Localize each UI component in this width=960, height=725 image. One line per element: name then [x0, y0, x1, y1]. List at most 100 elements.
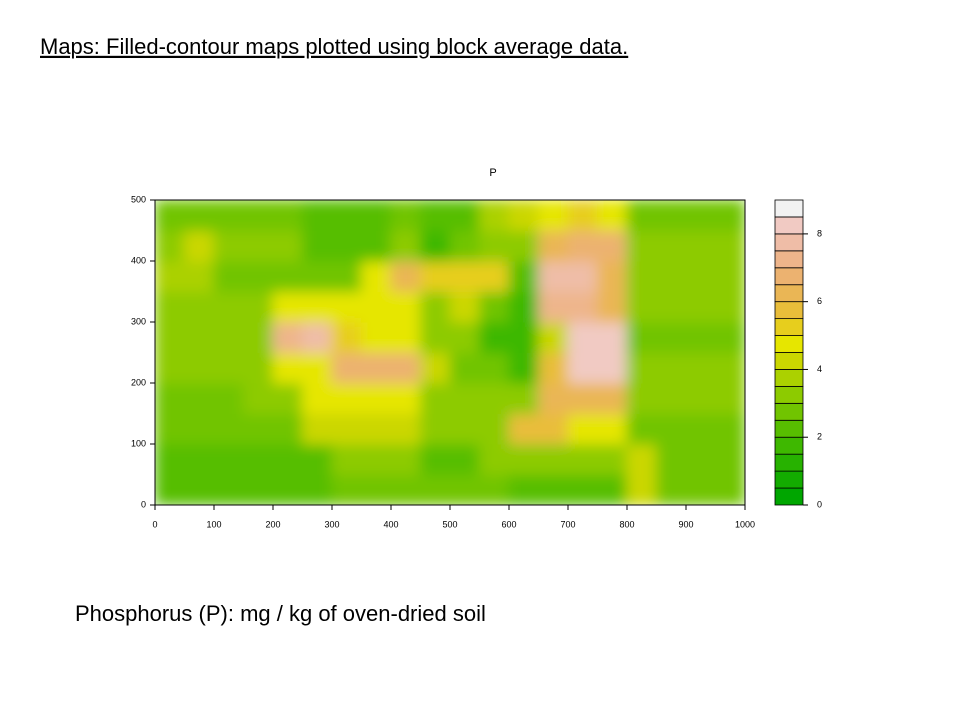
contour-cell	[597, 352, 628, 384]
contour-cell	[597, 382, 628, 414]
chart-title: P	[489, 167, 496, 179]
contour-cell	[331, 413, 362, 445]
contour-cell	[567, 352, 598, 384]
contour-cell	[361, 474, 392, 505]
colorbar-swatch	[774, 487, 804, 506]
x-tick-label: 400	[383, 519, 398, 529]
contour-cell	[155, 200, 185, 231]
contour-cell	[656, 200, 687, 231]
colorbar-swatch	[774, 453, 804, 472]
contour-cell	[184, 321, 215, 353]
contour-cell	[567, 443, 598, 475]
y-tick-label: 0	[141, 499, 146, 509]
contour-cell	[685, 200, 716, 231]
contour-cell	[656, 443, 687, 475]
contour-cell	[331, 443, 362, 475]
contour-cell	[390, 321, 421, 353]
contour-cell	[715, 321, 745, 353]
contour-cell	[538, 443, 569, 475]
contour-cell	[479, 474, 510, 505]
contour-cell	[538, 474, 569, 505]
contour-cell	[302, 200, 333, 231]
contour-cell	[685, 382, 716, 414]
contour-cell	[184, 291, 215, 323]
contour-cell	[361, 230, 392, 262]
contour-cell	[361, 352, 392, 384]
contour-cell	[715, 291, 745, 323]
contour-cell	[449, 291, 480, 323]
contour-cell	[243, 200, 274, 231]
contour-cell	[597, 291, 628, 323]
contour-cell	[184, 200, 215, 231]
colorbar-swatch	[774, 369, 804, 387]
contour-cell	[390, 443, 421, 475]
contour-cell	[243, 382, 274, 414]
contour-cell	[213, 474, 244, 505]
colorbar-swatch	[774, 419, 804, 438]
y-tick-label: 500	[131, 194, 146, 204]
contour-cell	[184, 443, 215, 475]
contour-cell	[449, 474, 480, 505]
contour-cell	[272, 352, 303, 384]
contour-cell	[508, 474, 539, 505]
contour-cell	[449, 443, 480, 475]
contour-cell	[508, 230, 539, 262]
contour-cell	[656, 382, 687, 414]
contour-cell	[272, 200, 303, 231]
contour-cell	[361, 321, 392, 353]
colorbar-swatch	[774, 352, 804, 370]
contour-cell	[361, 443, 392, 475]
contour-cell	[302, 474, 333, 505]
contour-cell	[715, 230, 745, 262]
contour-cell	[567, 474, 598, 505]
contour-cell	[213, 200, 244, 231]
contour-cell	[597, 413, 628, 445]
contour-cell	[479, 382, 510, 414]
contour-cell	[715, 352, 745, 384]
contour-cell	[449, 230, 480, 262]
x-tick-label: 1000	[735, 519, 755, 529]
contour-cell	[155, 230, 185, 262]
contour-cell	[361, 382, 392, 414]
contour-cell	[567, 382, 598, 414]
contour-cell	[243, 352, 274, 384]
contour-cell	[538, 413, 569, 445]
x-tick-label: 0	[152, 519, 157, 529]
colorbar-swatch	[774, 385, 804, 404]
contour-cell	[567, 291, 598, 323]
colorbar-tick-label: 6	[817, 296, 822, 306]
contour-cell	[302, 413, 333, 445]
y-tick-label: 100	[131, 438, 146, 448]
contour-cell	[243, 474, 274, 505]
contour-cell	[626, 260, 657, 292]
x-tick-label: 100	[206, 519, 221, 529]
contour-cell	[390, 291, 421, 323]
contour-cell	[626, 200, 657, 231]
contour-cell	[597, 260, 628, 292]
x-tick-label: 300	[324, 519, 339, 529]
contour-cell	[479, 291, 510, 323]
contour-cell	[715, 413, 745, 445]
contour-cell	[656, 474, 687, 505]
x-tick-label: 600	[501, 519, 516, 529]
contour-cell	[361, 291, 392, 323]
contour-cell	[538, 382, 569, 414]
contour-cell	[331, 382, 362, 414]
contour-cell	[272, 443, 303, 475]
contour-cell	[479, 413, 510, 445]
contour-cell	[155, 413, 185, 445]
colorbar-swatch	[774, 250, 804, 269]
contour-cell	[272, 291, 303, 323]
contour-cell	[420, 291, 451, 323]
contour-cell	[361, 413, 392, 445]
contour-cell	[567, 413, 598, 445]
contour-cell	[538, 200, 569, 231]
contour-cell	[449, 200, 480, 231]
contour-cell	[272, 230, 303, 262]
contour-cell	[538, 352, 569, 384]
colorbar-swatch	[774, 335, 804, 353]
contour-cell	[243, 321, 274, 353]
contour-cell	[685, 291, 716, 323]
contour-cell	[213, 382, 244, 414]
